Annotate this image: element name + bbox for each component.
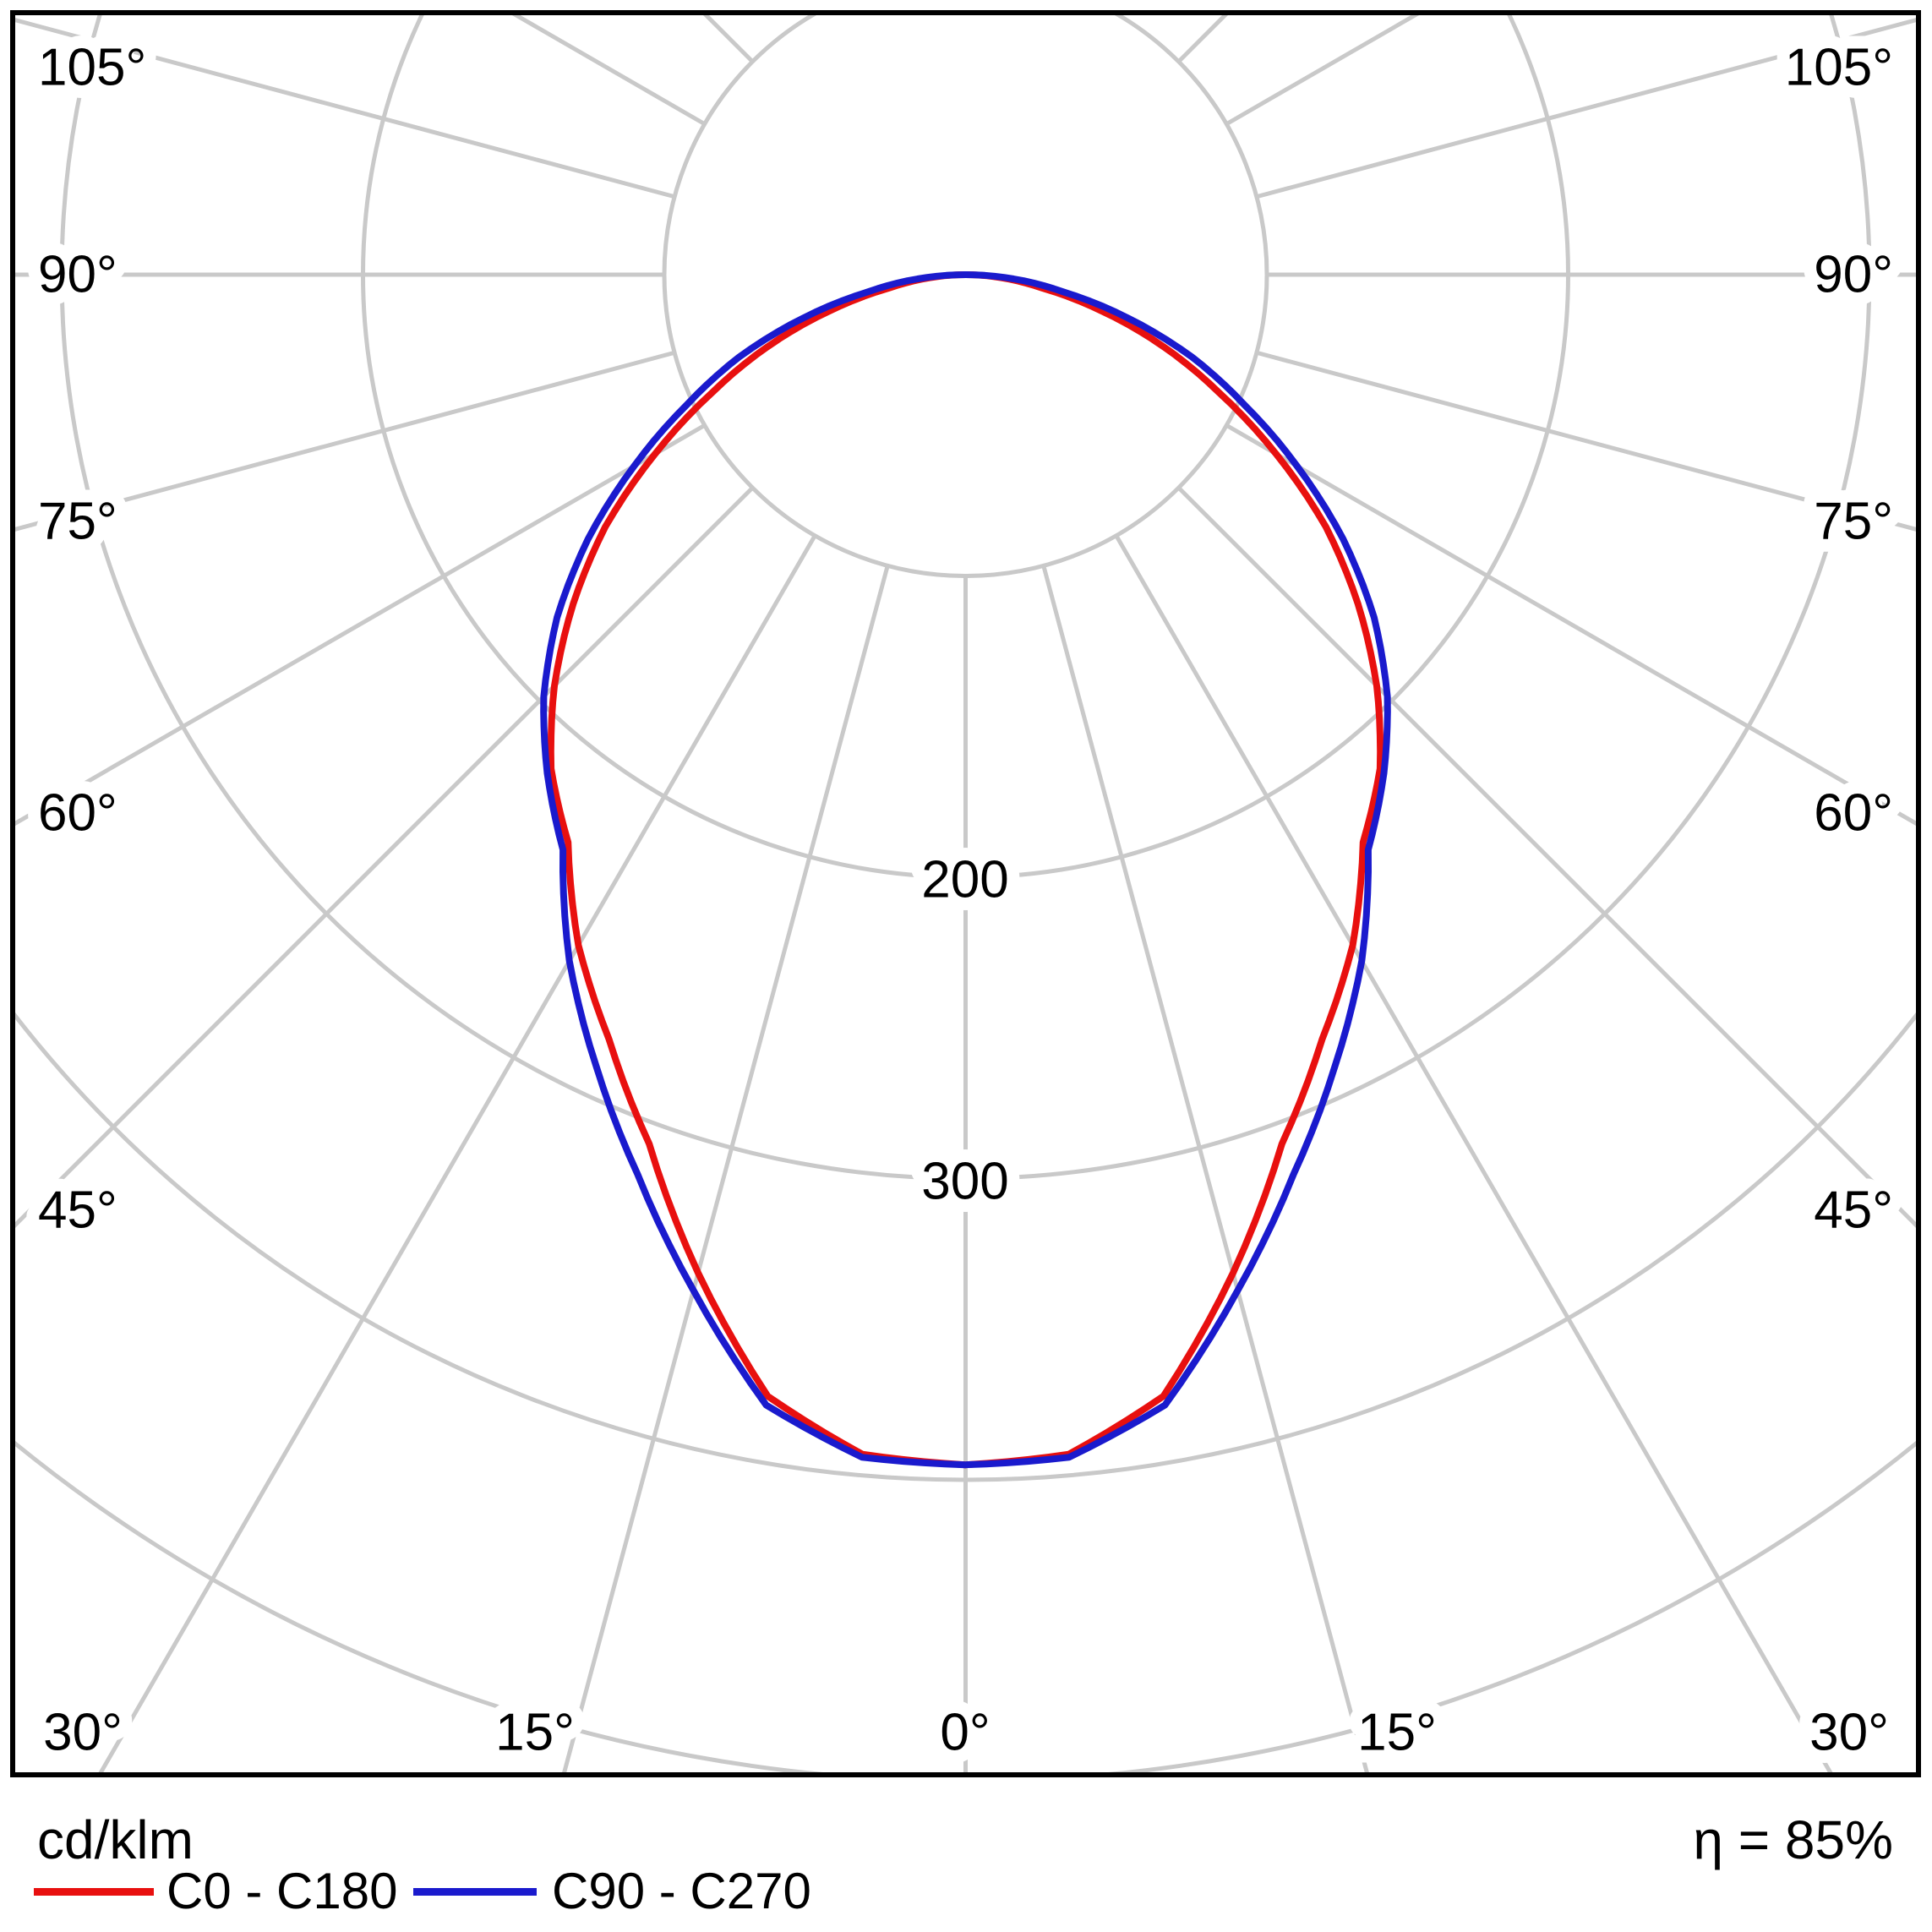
grid-spoke-75 bbox=[1256, 350, 1916, 532]
grid-spoke-15 bbox=[1041, 565, 1369, 1772]
angle-label-12: 75° bbox=[1814, 493, 1893, 551]
grid-spoke-330 bbox=[98, 534, 817, 1772]
angle-label-4: 45° bbox=[38, 1182, 117, 1240]
legend-label-c0-c180: C0 - C180 bbox=[166, 1863, 398, 1919]
grid-spoke-345 bbox=[562, 565, 890, 1772]
legend-label-c90-c270: C90 - C270 bbox=[552, 1863, 811, 1919]
grid-spoke-285 bbox=[15, 350, 675, 532]
grid-spoke-255 bbox=[15, 18, 675, 199]
angle-label-8: 15° bbox=[1357, 1704, 1437, 1762]
angle-label-13: 90° bbox=[1814, 246, 1893, 304]
grid-spoke-45 bbox=[1176, 486, 1916, 1229]
radius-label-200: 200 bbox=[921, 851, 1008, 909]
legend-swatch-c90-c270 bbox=[413, 1888, 537, 1896]
plot-frame bbox=[10, 10, 1921, 1777]
angle-label-1: 90° bbox=[38, 246, 117, 304]
angle-label-11: 60° bbox=[1814, 784, 1893, 843]
efficiency-label: η = 85% bbox=[1693, 1809, 1893, 1870]
legend: C0 - C180 C90 - C270 bbox=[0, 1864, 1932, 1918]
angle-label-0: 105° bbox=[38, 39, 146, 97]
legend-swatch-c0-c180 bbox=[34, 1888, 154, 1896]
grid-spoke-105 bbox=[1256, 18, 1916, 199]
curve-c90-c270 bbox=[540, 271, 1391, 1469]
angle-label-6: 15° bbox=[495, 1704, 575, 1762]
radius-label-300: 300 bbox=[921, 1153, 1008, 1211]
grid-spoke-30 bbox=[1114, 534, 1833, 1772]
grid-spoke-300 bbox=[15, 423, 707, 827]
angle-label-2: 75° bbox=[38, 493, 117, 551]
angle-label-7: 0° bbox=[940, 1704, 990, 1762]
grid-circle-100 bbox=[662, 15, 1269, 578]
grid-spoke-315 bbox=[15, 486, 755, 1229]
angle-label-5: 30° bbox=[43, 1704, 123, 1762]
angle-label-10: 45° bbox=[1814, 1182, 1893, 1240]
grid-spoke-60 bbox=[1225, 423, 1916, 827]
angle-label-14: 105° bbox=[1785, 39, 1893, 97]
angle-label-9: 30° bbox=[1809, 1704, 1889, 1762]
angle-label-3: 60° bbox=[38, 784, 117, 843]
units-label: cd/klm bbox=[37, 1809, 194, 1870]
